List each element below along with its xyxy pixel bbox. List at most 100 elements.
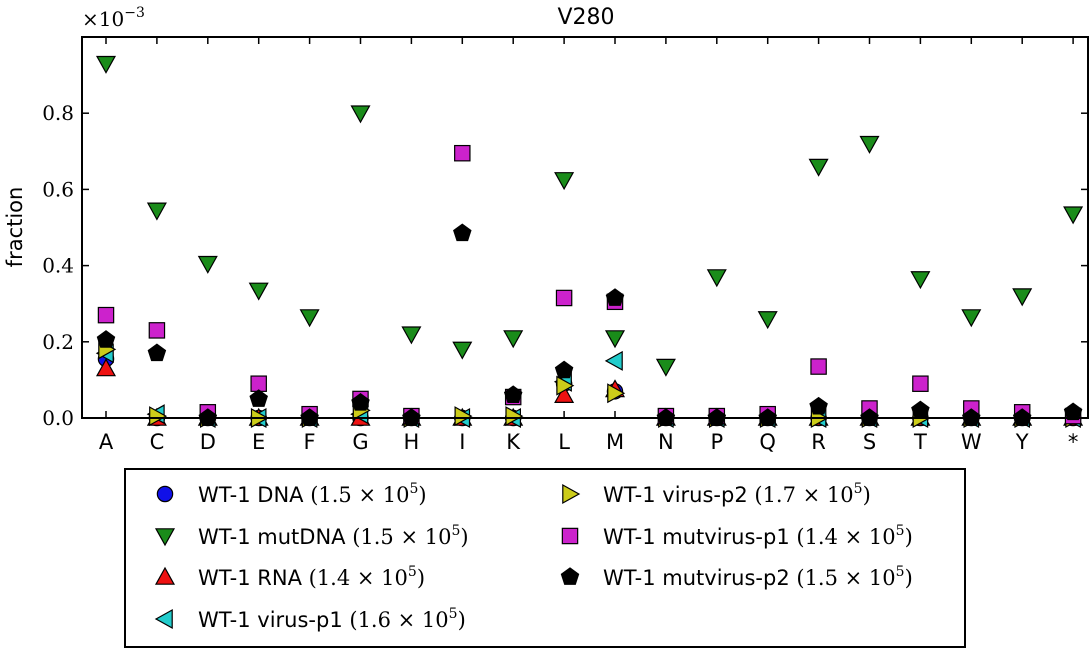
legend-count-exponent: 5 <box>896 564 905 580</box>
data-point <box>401 326 422 345</box>
data-point <box>148 322 166 339</box>
legend-count-exponent: 5 <box>451 523 460 539</box>
x-tick-label: W <box>961 430 982 454</box>
legend-entry: WT-1 mutvirus-p2 (1.5 × 105) <box>560 564 913 590</box>
legend-frame <box>124 468 966 648</box>
data-point <box>859 135 880 154</box>
plot-frame <box>81 36 1089 419</box>
legend-count-close: ) <box>905 525 913 549</box>
data-point <box>554 384 575 403</box>
x-tick-label: T <box>913 430 927 454</box>
x-tick-label: * <box>1068 430 1079 454</box>
legend-label: WT-1 mutDNA (1.5 × 105) <box>198 523 469 549</box>
data-point <box>248 282 269 301</box>
data-point <box>556 375 575 396</box>
legend-count: (1.7 × 10 <box>754 483 853 507</box>
y-tick-label: 0.8 <box>42 101 74 125</box>
x-tick-label: G <box>352 430 368 454</box>
data-point <box>655 358 676 377</box>
legend-count-exponent: 5 <box>449 606 458 622</box>
legend-marker <box>154 528 176 547</box>
legend-count-exponent: 5 <box>896 523 905 539</box>
series-wt-1-mutvirus-p2 <box>96 223 1083 426</box>
x-tick-label: I <box>459 430 465 454</box>
data-point <box>1012 288 1033 307</box>
data-point <box>555 289 573 307</box>
x-tick-label: R <box>811 430 826 454</box>
legend: WT-1 DNA (1.5 × 105)WT-1 mutDNA (1.5 × 1… <box>124 468 966 648</box>
legend-label: WT-1 virus-p1 (1.6 × 105) <box>198 606 466 632</box>
x-tick-label: A <box>99 430 114 454</box>
data-point <box>505 406 524 427</box>
legend-series-name: WT-1 DNA <box>198 483 310 507</box>
x-tick-label: S <box>863 430 876 454</box>
legend-marker <box>156 485 174 503</box>
data-point <box>554 360 574 379</box>
legend-entry: WT-1 mutDNA (1.5 × 105) <box>154 523 469 549</box>
legend-label: WT-1 mutvirus-p1 (1.4 × 105) <box>603 523 913 549</box>
data-point <box>808 158 829 177</box>
legend-count-exponent: 5 <box>409 481 418 497</box>
legend-entry: WT-1 DNA (1.5 × 105) <box>156 481 427 507</box>
x-tick-label: K <box>506 430 521 454</box>
data-point <box>912 375 929 392</box>
data-point <box>249 389 268 407</box>
legend-count: (1.5 × 10 <box>352 525 451 549</box>
y-tick-label: 0.6 <box>42 177 74 201</box>
x-tick-label: H <box>404 430 420 454</box>
legend-count-exponent: 5 <box>854 481 863 497</box>
data-point <box>503 330 524 349</box>
legend-series-name: WT-1 virus-p1 <box>198 608 349 632</box>
data-point <box>757 311 778 330</box>
data-point <box>809 396 828 415</box>
legend-series-name: WT-1 virus-p2 <box>603 483 754 507</box>
legend-count: (1.4 × 10 <box>309 566 408 590</box>
data-point <box>147 343 167 362</box>
legend-count-close: ) <box>418 483 426 507</box>
x-tick-label: Y <box>1015 430 1029 454</box>
data-point <box>95 358 117 377</box>
legend-count: (1.5 × 10 <box>310 483 409 507</box>
data-point <box>299 309 320 328</box>
legend-count: (1.5 × 10 <box>796 566 895 590</box>
legend-count-close: ) <box>417 566 425 590</box>
legend-series-name: WT-1 mutvirus-p1 <box>603 525 796 549</box>
data-point <box>1063 206 1084 225</box>
data-point <box>97 306 115 324</box>
x-tick-label: L <box>558 430 570 454</box>
data-point <box>706 269 727 288</box>
y-axis-label: fraction <box>3 187 27 268</box>
legend-count: (1.6 × 10 <box>349 608 448 632</box>
legend-series-name: WT-1 RNA <box>198 566 309 590</box>
data-point <box>250 375 267 392</box>
legend-marker <box>562 483 581 505</box>
legend-label: WT-1 virus-p2 (1.7 × 105) <box>603 481 871 507</box>
data-point <box>96 330 116 348</box>
legend-label: WT-1 DNA (1.5 × 105) <box>198 481 427 507</box>
chart-title: V280 <box>557 5 614 30</box>
data-point <box>149 406 168 427</box>
legend-count-close: ) <box>905 566 913 590</box>
legend-marker <box>154 566 176 585</box>
y-tick-label: 0.4 <box>42 254 74 278</box>
data-point <box>810 358 827 375</box>
x-tick-label: P <box>710 430 723 454</box>
data-point <box>452 341 473 360</box>
legend-count-close: ) <box>460 525 468 549</box>
data-point <box>607 383 626 404</box>
data-point <box>453 223 472 242</box>
data-point <box>1063 402 1083 421</box>
legend-series-name: WT-1 mutvirus-p2 <box>603 566 796 590</box>
data-point <box>95 55 117 74</box>
y-tick-label: 0.2 <box>42 330 74 354</box>
y-tick-label: 0.0 <box>42 406 74 430</box>
data-point <box>454 144 471 162</box>
x-tick-label: D <box>200 430 216 454</box>
x-tick-label: C <box>150 430 165 454</box>
legend-marker <box>560 567 580 585</box>
y-axis-scale-factor: ×10−3 <box>82 5 145 31</box>
x-tick-label: F <box>304 430 316 454</box>
x-tick-label: M <box>606 430 624 454</box>
legend-count-close: ) <box>458 608 466 632</box>
